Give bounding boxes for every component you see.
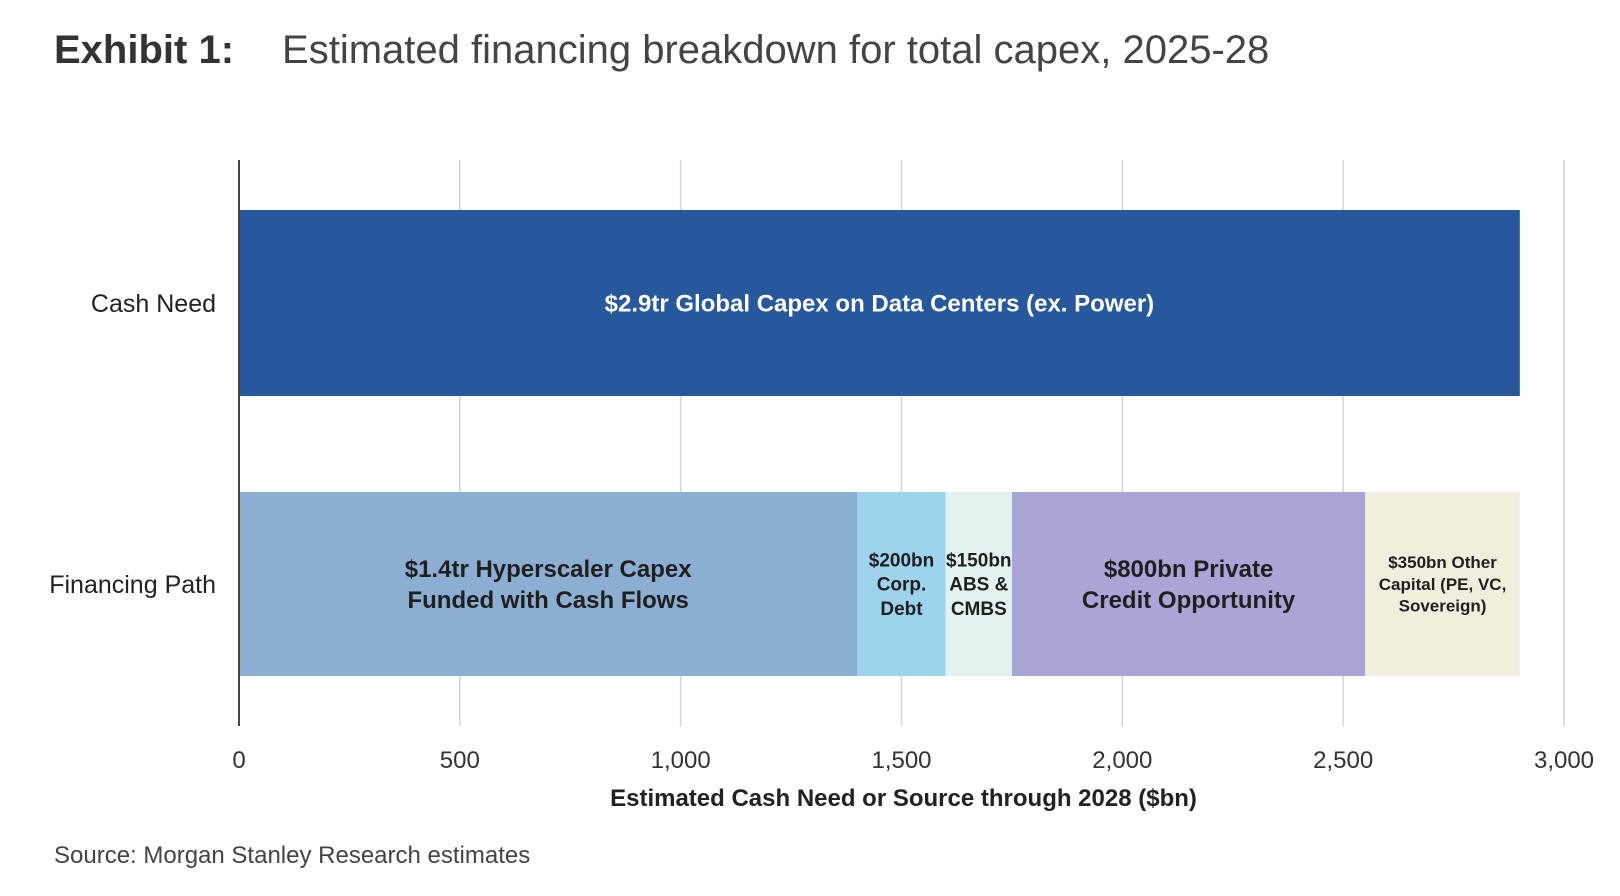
- bar-label-line: ABS &: [949, 575, 1008, 596]
- bar-label-line: Capital (PE, VC,: [1379, 575, 1507, 594]
- bar-segment-1-0: [239, 492, 858, 676]
- category-label-1: Financing Path: [49, 571, 216, 599]
- exhibit-label: Exhibit 1:: [54, 28, 235, 72]
- bar-label-1-3: $800bn Private Credit Opportunity: [1082, 556, 1296, 614]
- bar-label-line: $200bn: [869, 550, 934, 571]
- category-label-0: Cash Need: [91, 290, 216, 318]
- bar-label-line: $1.4tr Hyperscaler Capex: [405, 556, 692, 583]
- bar-segment-1-2: [945, 492, 1012, 676]
- bar-label-line: Sovereign): [1399, 597, 1487, 616]
- chart-svg: $2.9tr Global Capex on Data Centers (ex.…: [49, 160, 1594, 812]
- x-tick-label-2000: 2,000: [1092, 747, 1152, 774]
- source-note: Source: Morgan Stanley Research estimate…: [54, 842, 531, 869]
- bar-segment-0-0: [239, 210, 1520, 396]
- chart-header: Exhibit 1: Estimated financing breakdown …: [54, 24, 1269, 76]
- x-tick-label-1500: 1,500: [871, 747, 931, 774]
- bar-label-line: $150bn: [946, 550, 1011, 571]
- bar-segment-1-3: [1011, 492, 1366, 676]
- bar-label-line: Debt: [880, 599, 923, 620]
- bar-label-line: Credit Opportunity: [1082, 587, 1296, 614]
- bar-label-1-0: $1.4tr Hyperscaler Capex Funded with Cash…: [405, 556, 692, 614]
- x-tick-label-500: 500: [440, 747, 480, 774]
- bar-label-1-4: $350bn Other Capital (PE, VC, Sovereign): [1379, 553, 1507, 616]
- bar-label-line: $2.9tr Global Capex on Data Centers (ex.…: [605, 290, 1155, 317]
- bar-label-line: $350bn Other: [1388, 553, 1497, 572]
- bar-segment-1-1: [857, 492, 946, 676]
- bar-label-line: Corp.: [877, 575, 927, 596]
- x-tick-label-3000: 3,000: [1534, 747, 1594, 774]
- bar-segment-1-4: [1365, 492, 1520, 676]
- bar-label-1-2: $150bn ABS & CMBS: [946, 550, 1011, 620]
- x-axis-label: Estimated Cash Need or Source through 20…: [610, 785, 1197, 812]
- bar-label-0-0: $2.9tr Global Capex on Data Centers (ex.…: [605, 290, 1155, 317]
- x-tick-label-2500: 2,500: [1313, 747, 1373, 774]
- x-tick-label-1000: 1,000: [651, 747, 711, 774]
- bar-label-line: CMBS: [951, 599, 1007, 620]
- bar-label-1-1: $200bn Corp. Debt: [869, 550, 934, 620]
- bar-label-line: $800bn Private: [1104, 556, 1273, 583]
- x-tick-label-0: 0: [232, 747, 245, 774]
- bar-label-line: Funded with Cash Flows: [407, 587, 688, 614]
- chart-title: Estimated financing breakdown for total …: [282, 28, 1270, 72]
